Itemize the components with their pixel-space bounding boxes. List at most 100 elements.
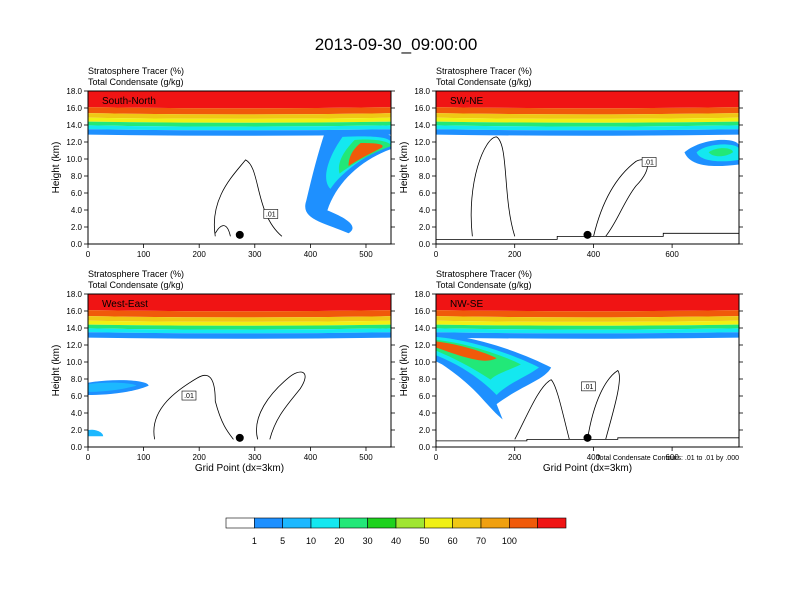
tracer-band-20 [88, 125, 391, 131]
condensate-contour [213, 159, 283, 237]
tracer-band-60 [88, 316, 391, 322]
tracer-band-100 [88, 91, 391, 109]
x-tick-label: 0 [434, 453, 439, 462]
tracer-band-30 [88, 121, 391, 127]
contour-label-box [641, 157, 657, 167]
tracer-band-30 [88, 324, 391, 330]
field1-label: Stratosphere Tracer (%) [88, 269, 184, 279]
y-tick-label: 8.0 [419, 172, 431, 181]
contour-label-box [181, 390, 197, 401]
colorbar-label: 30 [363, 536, 373, 546]
panel-name: SW-NE [450, 96, 483, 107]
tracer-band-100 [436, 294, 739, 312]
colorbar-label: 100 [502, 536, 517, 546]
tracer-band-5 [88, 332, 391, 339]
x-tick-label: 100 [137, 250, 151, 259]
tracer-band-100 [436, 91, 739, 109]
colorbar-segment [367, 517, 397, 529]
y-tick-label: 10.0 [66, 358, 82, 367]
y-tick-label: 12.0 [414, 138, 430, 147]
y-axis-label: Height (km) [399, 142, 410, 194]
condensate-contour [214, 225, 231, 237]
y-tick-label: 14.0 [414, 324, 430, 333]
tracer-band-20 [436, 125, 739, 131]
y-tick-label: 18.0 [414, 290, 430, 299]
condensate-contour [587, 369, 620, 440]
y-tick-label: 14.0 [66, 324, 82, 333]
colorbar-segment [310, 517, 340, 529]
y-tick-label: 2.0 [419, 426, 431, 435]
y-tick-label: 16.0 [66, 307, 82, 316]
panel-south-north: Stratosphere Tracer (%)Total Condensate … [51, 66, 395, 259]
y-tick-label: 14.0 [66, 121, 82, 130]
condensate-contour [593, 159, 648, 237]
colorbar-label: 5 [280, 536, 285, 546]
y-tick-label: 0.0 [71, 240, 83, 249]
colorbar-segment [395, 517, 425, 529]
y-axis-label: Height (km) [51, 345, 62, 397]
tracer-band-5 [436, 129, 739, 136]
y-tick-label: 0.0 [419, 443, 431, 452]
colorbar-label: 20 [334, 536, 344, 546]
tracer-band-5 [436, 332, 739, 339]
field2-label: Total Condensate (g/kg) [88, 77, 184, 87]
contour-label: .01 [644, 159, 654, 166]
y-tick-label: 2.0 [71, 223, 83, 232]
condensate-contour [470, 136, 516, 237]
y-tick-label: 18.0 [414, 87, 430, 96]
colorbar-label: 70 [476, 536, 486, 546]
y-tick-label: 16.0 [414, 307, 430, 316]
y-tick-label: 10.0 [66, 155, 82, 164]
tracer-band-60 [436, 316, 739, 322]
field2-label: Total Condensate (g/kg) [436, 77, 532, 87]
panel-name: NW-SE [450, 299, 483, 310]
x-tick-label: 200 [193, 250, 207, 259]
contour-label: .01 [584, 384, 594, 391]
figure-title: 2013-09-30_09:00:00 [315, 35, 478, 54]
colorbar-segment [424, 517, 453, 529]
field1-label: Stratosphere Tracer (%) [436, 66, 532, 76]
field-layer [88, 294, 391, 440]
y-tick-label: 8.0 [71, 375, 83, 384]
tracer-band-50 [88, 117, 391, 123]
y-tick-label: 4.0 [419, 206, 431, 215]
tracer-band-5 [88, 129, 391, 136]
y-tick-label: 4.0 [71, 409, 83, 418]
location-marker [583, 433, 592, 442]
tracer-band-70 [436, 310, 739, 318]
fold-core [348, 143, 383, 166]
y-tick-label: 16.0 [414, 104, 430, 113]
y-tick-label: 8.0 [71, 172, 83, 181]
colorbar-segment [225, 517, 255, 529]
location-marker [235, 433, 244, 442]
condensate-contour [153, 374, 234, 440]
y-tick-label: 16.0 [66, 104, 82, 113]
x-tick-label: 200 [193, 453, 207, 462]
panel-nw-se: Stratosphere Tracer (%)Total Condensate … [399, 269, 743, 474]
location-marker [583, 230, 592, 239]
x-tick-label: 500 [359, 453, 373, 462]
contour-label-box [263, 209, 279, 219]
x-tick-label: 0 [86, 250, 91, 259]
contour-label-box [581, 381, 596, 392]
y-tick-label: 14.0 [414, 121, 430, 130]
tracer-band-50 [436, 117, 739, 123]
x-tick-label: 600 [665, 453, 679, 462]
x-tick-label: 500 [359, 250, 373, 259]
tracer-band-20 [436, 328, 739, 334]
contour-note: Total Condensate Contours: .01 to .01 by… [596, 455, 739, 462]
x-axis-label: Grid Point (dx=3km) [543, 463, 632, 474]
colorbar-label: 60 [448, 536, 458, 546]
tracer-band-50 [88, 320, 391, 326]
condensate-contour [256, 371, 306, 440]
colorbar-segment [452, 517, 482, 529]
y-tick-label: 0.0 [419, 240, 431, 249]
colorbar-segment [509, 517, 538, 529]
y-tick-label: 4.0 [71, 206, 83, 215]
y-tick-label: 4.0 [419, 409, 431, 418]
tracer-band-30 [436, 324, 739, 330]
tracer-band-60 [88, 113, 391, 119]
field2-label: Total Condensate (g/kg) [88, 280, 184, 290]
condensate-contour [436, 232, 739, 240]
